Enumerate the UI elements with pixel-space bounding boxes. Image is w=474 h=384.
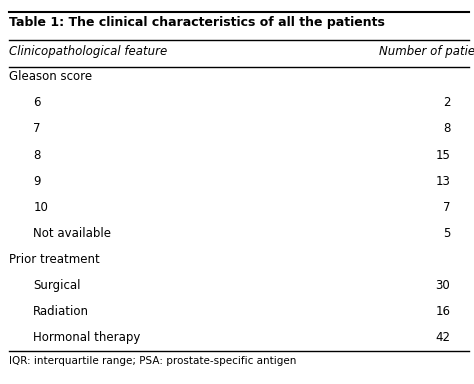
Text: 5: 5 — [443, 227, 450, 240]
Text: Surgical: Surgical — [33, 279, 81, 292]
Text: 2: 2 — [443, 96, 450, 109]
Text: IQR: interquartile range; PSA: prostate-specific antigen: IQR: interquartile range; PSA: prostate-… — [9, 356, 297, 366]
Text: Number of patients (n): Number of patients (n) — [379, 45, 474, 58]
Text: 8: 8 — [33, 149, 41, 162]
Text: 9: 9 — [33, 175, 41, 188]
Text: 7: 7 — [443, 201, 450, 214]
Text: 15: 15 — [436, 149, 450, 162]
Text: 6: 6 — [33, 96, 41, 109]
Text: Radiation: Radiation — [33, 305, 89, 318]
Text: Prior treatment: Prior treatment — [9, 253, 100, 266]
Text: 8: 8 — [443, 122, 450, 136]
Text: Table 1: The clinical characteristics of all the patients: Table 1: The clinical characteristics of… — [9, 16, 385, 29]
Text: 42: 42 — [435, 331, 450, 344]
Text: Not available: Not available — [33, 227, 111, 240]
Text: 30: 30 — [436, 279, 450, 292]
Text: Hormonal therapy: Hormonal therapy — [33, 331, 141, 344]
Text: 7: 7 — [33, 122, 41, 136]
Text: 16: 16 — [435, 305, 450, 318]
Text: 10: 10 — [33, 201, 48, 214]
Text: Gleason score: Gleason score — [9, 70, 92, 83]
Text: 13: 13 — [436, 175, 450, 188]
Text: Clinicopathological feature: Clinicopathological feature — [9, 45, 168, 58]
